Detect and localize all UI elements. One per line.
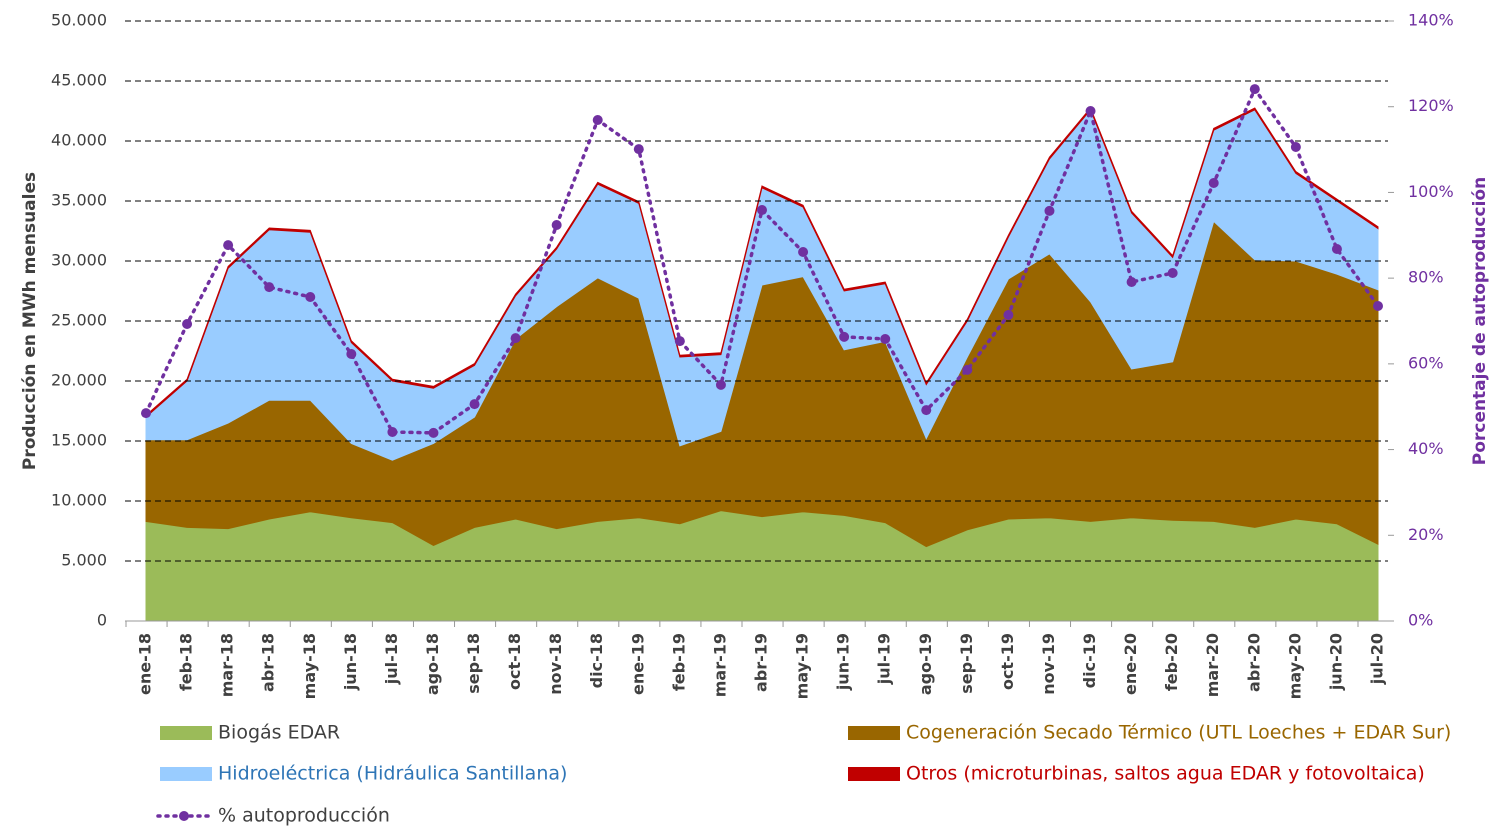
point: [346, 349, 357, 359]
point: [264, 282, 275, 293]
y2-tick-label: 140%: [1408, 11, 1454, 30]
point: [880, 334, 891, 344]
y2-tick-label: 40%: [1408, 439, 1444, 458]
point: [141, 408, 151, 419]
legend-label: Otros (microturbinas, saltos agua EDAR y…: [906, 763, 1425, 785]
point: [1373, 301, 1383, 311]
point: [1126, 277, 1137, 287]
x-tick-label: mar-20: [1203, 633, 1222, 697]
point: [551, 220, 562, 230]
area: [145, 510, 1379, 622]
legend-swatch: [160, 726, 212, 740]
point: [469, 399, 480, 410]
x-tick-label: jul-18: [382, 633, 401, 685]
y2-axis-label: Porcentaje de autoproducción: [1470, 177, 1490, 465]
x-tick-label: nov-18: [546, 633, 565, 695]
point: [592, 115, 603, 125]
y-tick-label: 25.000: [51, 311, 107, 330]
y-tick-label: 20.000: [51, 371, 107, 390]
x-tick-label: dic-19: [1080, 633, 1099, 688]
point: [1044, 205, 1055, 216]
legend-marker: [179, 811, 189, 821]
x-tick-label: ago-18: [423, 633, 442, 695]
point: [182, 319, 193, 329]
point: [428, 427, 439, 438]
legend-swatch: [160, 767, 212, 781]
x-tick-label: may-20: [1285, 633, 1304, 699]
legend-swatch: [848, 726, 900, 740]
legend-label: Hidroeléctrica (Hidráulica Santillana): [218, 763, 567, 785]
x-tick-label: feb-20: [1162, 633, 1181, 691]
point: [1249, 84, 1260, 95]
x-tick-label: abr-18: [259, 633, 278, 692]
x-tick-label: may-19: [793, 633, 812, 699]
x-tick-label: jul-20: [1368, 633, 1387, 685]
point: [839, 331, 850, 342]
point: [633, 144, 644, 155]
y-tick-label: 45.000: [51, 71, 107, 90]
x-tick-label: jul-19: [875, 633, 894, 685]
y-tick-label: 50.000: [51, 11, 107, 30]
point: [305, 292, 316, 302]
x-tick-label: abr-20: [1244, 633, 1263, 692]
y2-tick-label: 60%: [1408, 353, 1444, 372]
y2-tick-label: 120%: [1408, 96, 1454, 115]
x-tick-label: ene-20: [1121, 633, 1140, 695]
y-axis-label: Producción en MWh mensuales: [20, 172, 40, 470]
x-tick-label: ago-19: [916, 633, 935, 695]
y2-tick-label: 80%: [1408, 268, 1444, 287]
x-tick-label: may-18: [300, 633, 319, 699]
x-tick-label: nov-19: [1039, 633, 1058, 695]
x-tick-label: ene-18: [136, 633, 155, 695]
point: [1331, 244, 1342, 254]
point: [510, 333, 521, 344]
x-tick-label: feb-18: [177, 633, 196, 691]
point: [223, 240, 234, 251]
x-tick-label: abr-19: [752, 633, 771, 692]
legend-swatch: [848, 767, 900, 781]
point: [1003, 310, 1014, 320]
y-tick-label: 5.000: [61, 551, 107, 570]
x-tick-label: mar-18: [218, 633, 237, 697]
legend-label: % autoproducción: [218, 805, 390, 827]
y-tick-label: 15.000: [51, 431, 107, 450]
x-tick-label: sep-18: [464, 633, 483, 694]
x-tick-label: mar-19: [710, 633, 729, 697]
x-tick-label: dic-18: [587, 633, 606, 688]
y-tick-label: 30.000: [51, 251, 107, 270]
point: [1290, 142, 1301, 152]
point: [1167, 268, 1178, 278]
x-tick-label: jun-20: [1326, 633, 1345, 691]
point: [921, 405, 932, 416]
legend-label: Cogeneración Secado Térmico (UTL Loeches…: [906, 722, 1451, 744]
x-tick-label: jun-19: [834, 633, 853, 691]
x-tick-label: ene-19: [628, 633, 647, 695]
point: [798, 247, 809, 257]
point: [1085, 106, 1096, 116]
area: [145, 107, 1379, 419]
x-tick-label: oct-19: [998, 633, 1017, 690]
x-tick-label: sep-19: [957, 633, 976, 694]
point: [387, 427, 398, 437]
point: [757, 205, 767, 215]
x-tick-label: feb-19: [669, 633, 688, 691]
y-tick-label: 40.000: [51, 131, 107, 150]
y2-tick-label: 100%: [1408, 182, 1454, 201]
point: [1208, 178, 1219, 188]
point: [962, 364, 973, 375]
point: [674, 336, 685, 347]
y-tick-label: 35.000: [51, 191, 107, 210]
y2-tick-label: 0%: [1408, 611, 1433, 630]
legend-label: Biogás EDAR: [218, 722, 340, 744]
x-tick-label: oct-18: [505, 633, 524, 690]
y-tick-label: 10.000: [51, 491, 107, 510]
point: [715, 379, 726, 390]
y-tick-label: 0: [97, 611, 107, 630]
y2-tick-label: 20%: [1408, 525, 1444, 544]
x-tick-label: jun-18: [341, 633, 360, 691]
